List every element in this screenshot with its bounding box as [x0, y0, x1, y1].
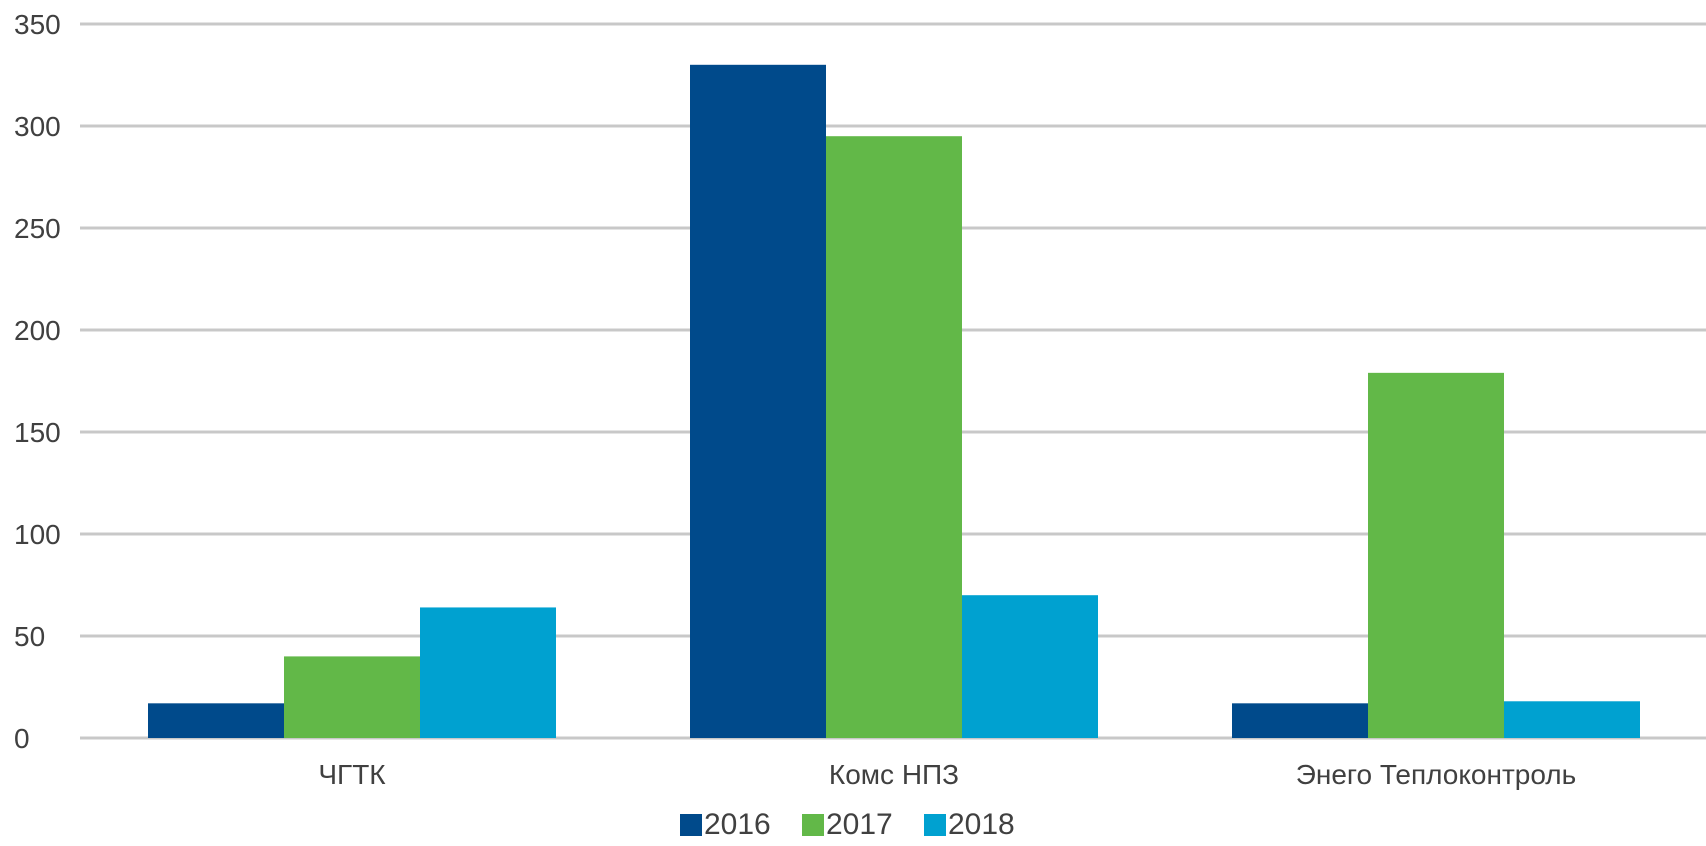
legend: 2016 2017 2018	[680, 808, 1015, 841]
legend-swatch-2017	[802, 814, 824, 836]
y-tick-label: 0	[14, 723, 30, 754]
bar-2018-1	[962, 595, 1098, 738]
bar-2016-0	[148, 703, 284, 738]
bars	[148, 64, 1640, 739]
bar-2017-1	[826, 136, 962, 738]
bar-2018-0	[420, 607, 556, 738]
y-tick-label: 100	[14, 519, 61, 550]
y-tick-label: 350	[14, 9, 61, 40]
y-tick-label: 200	[14, 315, 61, 346]
bar-2017-2	[1368, 372, 1504, 738]
bar-2016-1	[690, 64, 826, 739]
x-category-label: Энего Теплоконтроль	[1296, 759, 1576, 790]
bar-2018-2	[1504, 701, 1640, 738]
legend-label-2018: 2018	[948, 808, 1015, 841]
legend-swatch-2018	[924, 814, 946, 836]
legend-swatch-2016	[680, 814, 702, 836]
y-tick-label: 150	[14, 417, 61, 448]
y-tick-label: 50	[14, 621, 45, 652]
legend-label-2016: 2016	[704, 808, 771, 841]
x-category-label: Комс НПЗ	[829, 759, 959, 790]
y-tick-label: 250	[14, 213, 61, 244]
legend-label-2017: 2017	[826, 808, 893, 841]
bar-2016-2	[1232, 703, 1368, 738]
x-axis-labels: ЧГТК Комс НПЗ Энего Теплоконтроль	[318, 759, 1576, 790]
x-category-label: ЧГТК	[318, 759, 386, 790]
y-tick-label: 300	[14, 111, 61, 142]
bar-2017-0	[284, 656, 420, 738]
y-axis-ticks: 0 50 100 150 200 250 300 350	[14, 9, 61, 754]
